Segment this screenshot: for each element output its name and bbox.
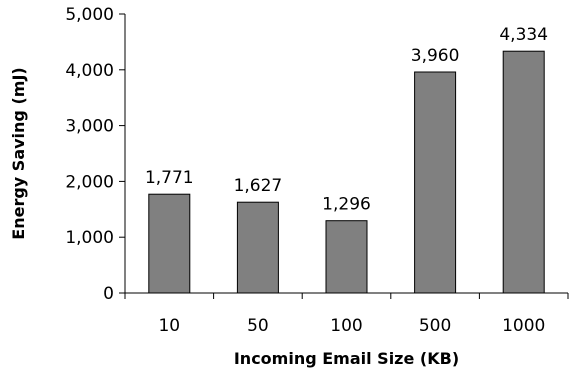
bar-100: [325, 220, 368, 294]
x-tick-label-50: 50: [247, 316, 269, 336]
data-label-1000: 4,334: [499, 25, 548, 45]
x-ticks-layer: 10 50 100 500 1000: [124, 293, 569, 336]
bar-10: [148, 193, 191, 294]
bar-1000: [502, 50, 545, 294]
data-label-100: 1,296: [322, 195, 371, 215]
x-axis-title: Incoming Email Size (KB): [234, 349, 459, 368]
y-tick-label-3000: 3,000: [65, 117, 114, 137]
bar-50: [236, 201, 279, 294]
x-tick-label-100: 100: [330, 316, 362, 336]
x-tick-label-500: 500: [419, 316, 451, 336]
y-tick-label-0: 0: [103, 284, 114, 304]
x-tick-label-1000: 1000: [502, 316, 545, 336]
y-tick-label-5000: 5,000: [65, 5, 114, 25]
data-label-10: 1,771: [145, 168, 194, 188]
y-axis-title: Energy Saving (mJ): [9, 67, 28, 239]
bars-layer: [148, 50, 545, 294]
data-labels-layer: 1,771 1,627 1,296 3,960 4,334: [145, 25, 548, 215]
bar-500: [414, 71, 457, 294]
y-ticks-layer: 0 1,000 2,000 3,000 4,000 5,000: [65, 5, 125, 304]
data-label-500: 3,960: [411, 46, 460, 66]
y-tick-label-1000: 1,000: [65, 228, 114, 248]
x-tick-label-10: 10: [158, 316, 180, 336]
y-tick-label-4000: 4,000: [65, 61, 114, 81]
y-tick-label-2000: 2,000: [65, 172, 114, 192]
data-label-50: 1,627: [234, 176, 283, 196]
axes-layer: [124, 14, 568, 294]
